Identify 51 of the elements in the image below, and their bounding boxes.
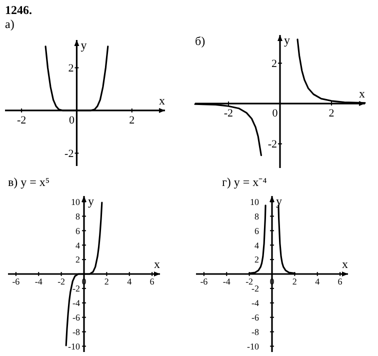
y-tick-label: 6 [254, 226, 260, 236]
x-tick-label: -4 [222, 276, 231, 286]
y-tick-label: 8 [254, 211, 260, 222]
y-tick-label: 4 [254, 240, 260, 250]
x-tick-label: -6 [12, 276, 20, 286]
y-tick-label: -8 [252, 326, 260, 337]
x-tick-label: 2 [328, 108, 334, 120]
y-tick-label: -2 [64, 148, 74, 160]
x-tick-label: 4 [315, 276, 320, 286]
y-tick-label: -8 [72, 326, 80, 337]
chart-title: г) y = x⁻⁴ [222, 175, 267, 189]
y-tick-label: -2 [72, 284, 80, 294]
y-tick-label: -6 [72, 312, 80, 322]
x-tick-label: 6 [338, 276, 343, 286]
x-axis-title: x [154, 257, 160, 271]
y-tick-label: -2 [252, 284, 259, 294]
y-tick-label: -10 [247, 341, 260, 352]
chart-title: в) y = x⁵ [8, 175, 50, 189]
x-tick-label: 0 [68, 114, 75, 126]
x-tick-label: -2 [58, 276, 66, 286]
x-tick-label: -2 [16, 114, 26, 126]
x-tick-label: -4 [34, 276, 43, 286]
x-axis-title: x [342, 257, 348, 271]
x-axis-title: x [159, 93, 165, 108]
x-tick-label: -2 [224, 108, 234, 120]
y-axis-title: y [80, 38, 87, 52]
x-tick-label: 4 [127, 276, 132, 286]
x-axis-title: x [359, 86, 365, 101]
y-tick-label: 6 [76, 226, 80, 236]
y-tick-label: 4 [76, 240, 80, 250]
y-tick-label: -4 [72, 298, 80, 308]
y-tick-label: -10 [68, 341, 80, 352]
y-tick-label: 2 [68, 62, 74, 75]
y-axis-title: y [88, 194, 94, 208]
y-tick-label: 10 [250, 196, 260, 207]
y-tick-label: -6 [252, 312, 260, 322]
chart-title: б) [195, 34, 206, 48]
text: 1246. [5, 3, 32, 17]
x-tick-label: 2 [129, 114, 135, 126]
x-tick-label: 2 [104, 276, 109, 286]
x-tick-label: -6 [200, 276, 208, 286]
y-tick-label: 10 [71, 196, 80, 207]
y-tick-label: 2 [76, 254, 80, 265]
y-tick-label: -4 [252, 298, 260, 308]
y-axis-title: y [284, 33, 290, 47]
chart-title: а) [5, 17, 14, 31]
x-tick-label: 0 [272, 108, 278, 120]
y-tick-label: 2 [254, 254, 259, 265]
x-tick-label: 2 [292, 276, 297, 286]
x-tick-label: 6 [150, 276, 155, 286]
y-tick-label: 8 [76, 211, 80, 222]
